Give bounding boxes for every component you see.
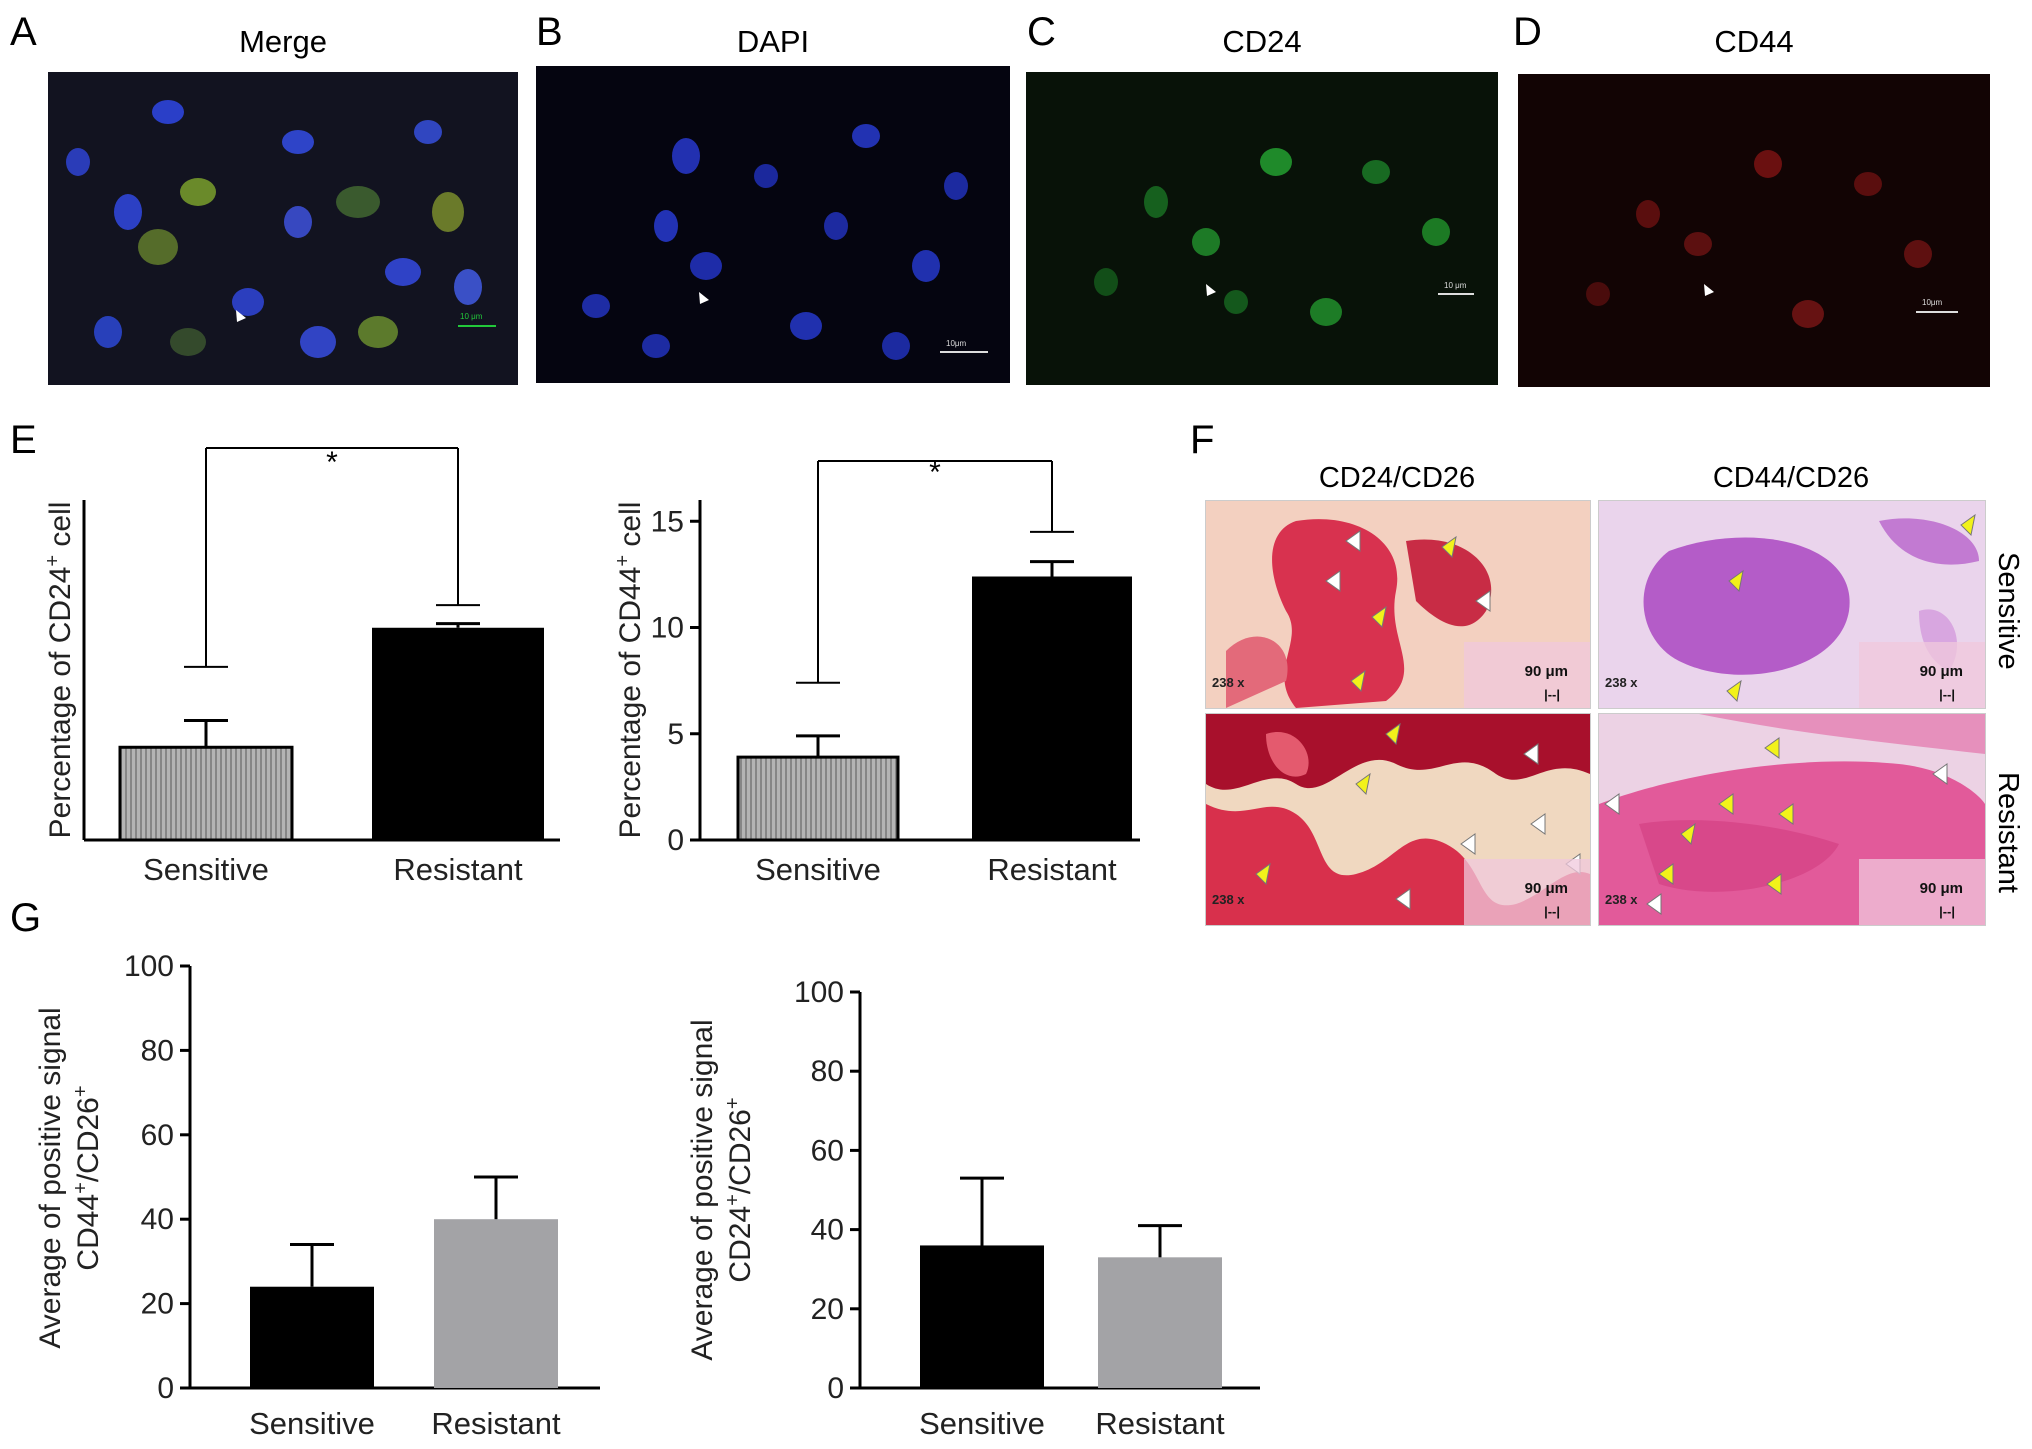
he-row-label-resistant: Resistant bbox=[1992, 772, 2024, 893]
y-tick-label: 40 bbox=[811, 1214, 844, 1247]
y-tick-label: 0 bbox=[667, 824, 684, 857]
cd24-scale-label: 10 μm bbox=[1444, 281, 1467, 290]
he-scale-1: 90 μm bbox=[1524, 663, 1568, 680]
y-tick-label: 0 bbox=[157, 1372, 174, 1405]
bar-resistant bbox=[434, 1219, 558, 1388]
y-tick-label: 20 bbox=[141, 1288, 174, 1321]
merge-scale-label: 10 μm bbox=[460, 312, 483, 321]
he-col-title-cd24: CD24/CD26 bbox=[1318, 462, 1476, 494]
y-axis-label-line2: CD44+/CD26+ bbox=[70, 1085, 105, 1270]
dapi-scale-label: 10μm bbox=[946, 339, 967, 348]
panel-label-g: G bbox=[10, 896, 42, 940]
x-category-label: Resistant bbox=[393, 852, 523, 887]
he-scalebar-2: |--| bbox=[1939, 687, 1955, 702]
he-mag-2: 238 x bbox=[1605, 675, 1638, 690]
he-scale-2: 90 μm bbox=[1919, 663, 1963, 680]
bar-sensitive bbox=[736, 755, 900, 842]
y-axis-label: Percentage of CD24+ cell bbox=[42, 502, 77, 839]
y-tick-label: 100 bbox=[124, 950, 174, 983]
panel-label-c: C bbox=[1027, 10, 1056, 54]
he-scalebar-3: |--| bbox=[1544, 904, 1560, 919]
x-category-label: Resistant bbox=[431, 1406, 561, 1441]
bar-sensitive bbox=[250, 1286, 374, 1388]
chart-g-right: 0 20 40 60 80 100 Sensitive Resistant Average of… bbox=[686, 976, 1260, 1441]
y-tick-label: 60 bbox=[141, 1119, 174, 1152]
y-tick-label: 100 bbox=[794, 976, 844, 1009]
y-axis-label-line1: Average of positive signal bbox=[34, 1007, 67, 1348]
he-tile-cd44-sensitive: 238 x 90 μm |--| bbox=[1598, 500, 1986, 709]
he-mag-4: 238 x bbox=[1605, 892, 1638, 907]
y-tick-label: 40 bbox=[141, 1203, 174, 1236]
panel-label-e: E bbox=[10, 418, 37, 462]
panel-label-d: D bbox=[1513, 10, 1542, 54]
y-tick-label: 5 bbox=[667, 718, 684, 751]
he-scale-3: 90 μm bbox=[1524, 880, 1568, 897]
he-mag-3: 238 x bbox=[1212, 892, 1245, 907]
panel-label-f: F bbox=[1190, 418, 1215, 462]
x-category-label: Sensitive bbox=[143, 852, 269, 887]
y-tick-label: 80 bbox=[141, 1034, 174, 1067]
y-axis-label-line1: Average of positive signal bbox=[686, 1019, 719, 1360]
bar-resistant bbox=[972, 576, 1132, 840]
bar-resistant bbox=[372, 627, 544, 840]
dapi-micrograph: 10μm bbox=[536, 66, 1010, 383]
cd44-micrograph: 10μm bbox=[1518, 74, 1990, 387]
y-tick-label: 10 bbox=[651, 612, 684, 645]
bar-sensitive bbox=[920, 1245, 1044, 1388]
y-tick-label: 20 bbox=[811, 1293, 844, 1326]
chart-g-left: 0 20 40 60 80 100 Sensitive Resistant Average of… bbox=[34, 950, 600, 1441]
panel-label-b: B bbox=[536, 10, 563, 54]
panel-title-merge: Merge bbox=[239, 24, 327, 59]
x-category-label: Resistant bbox=[1095, 1406, 1225, 1441]
he-scalebar-4: |--| bbox=[1939, 904, 1955, 919]
y-axis-label-line2: CD24+/CD26+ bbox=[722, 1097, 757, 1282]
y-tick-label: 15 bbox=[651, 505, 684, 538]
cd24-micrograph: 10 μm bbox=[1026, 72, 1498, 385]
he-col-title-cd44: CD44/CD26 bbox=[1712, 462, 1870, 494]
he-scale-4: 90 μm bbox=[1919, 880, 1963, 897]
he-row-label-sensitive: Sensitive bbox=[1992, 552, 2024, 670]
bar-sensitive bbox=[118, 745, 294, 842]
x-category-label: Sensitive bbox=[919, 1406, 1045, 1441]
merge-micrograph: 10 μm bbox=[48, 72, 518, 385]
panel-label-a: A bbox=[10, 10, 37, 54]
significance-star: * bbox=[929, 456, 941, 489]
significance-star: * bbox=[326, 446, 338, 479]
y-tick-label: 60 bbox=[811, 1134, 844, 1167]
cd44-scale-label: 10μm bbox=[1922, 298, 1943, 307]
he-tile-cd24-sensitive: 238 x 90 μm |--| bbox=[1205, 500, 1591, 709]
chart-e-right: 0 5 10 15 Sensitive Resistant * Percentage of C… bbox=[612, 456, 1140, 887]
he-tile-cd44-resistant: 238 x 90 μm |--| bbox=[1598, 713, 1986, 926]
bar-resistant bbox=[1098, 1257, 1222, 1388]
panel-title-dapi: DAPI bbox=[736, 24, 810, 59]
x-category-label: Sensitive bbox=[755, 852, 881, 887]
panel-title-cd24: CD24 bbox=[1222, 24, 1302, 59]
y-tick-label: 80 bbox=[811, 1055, 844, 1088]
x-category-label: Resistant bbox=[987, 852, 1117, 887]
he-scalebar-1: |--| bbox=[1544, 687, 1560, 702]
x-category-label: Sensitive bbox=[249, 1406, 375, 1441]
he-mag-1: 238 x bbox=[1212, 675, 1245, 690]
he-tile-cd24-resistant: 238 x 90 μm |--| bbox=[1205, 713, 1591, 926]
y-axis-label: Percentage of CD44+ cell bbox=[612, 502, 647, 839]
panel-title-cd44: CD44 bbox=[1714, 24, 1794, 59]
y-tick-label: 0 bbox=[827, 1372, 844, 1405]
chart-e-left: Sensitive Resistant * Percentage of CD24+ c… bbox=[42, 446, 560, 887]
